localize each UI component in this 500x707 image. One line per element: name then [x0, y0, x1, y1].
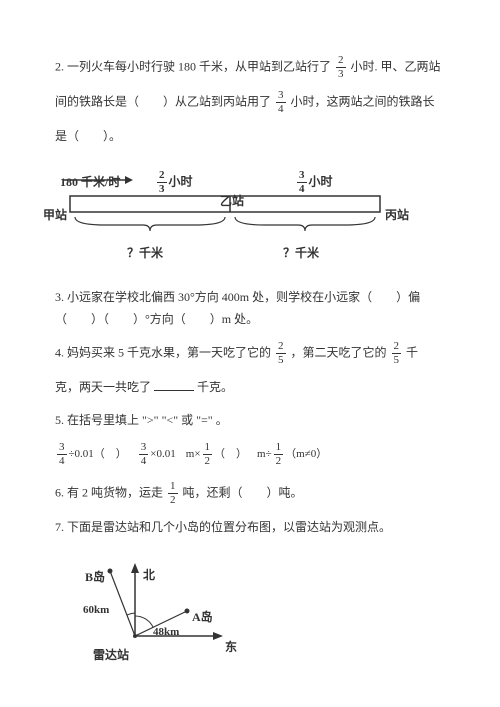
question-4-line2: 克，两天一共吃了 千克。 [55, 376, 445, 399]
q-right-label: ？千米 [283, 242, 319, 265]
question-6: 6. 有 2 吨货物，运走 1 2 吨，还剩（ ）吨。 [55, 481, 445, 506]
question-2-line2: 间的铁路长是（ ）从乙站到丙站用了 3 4 小时，这两站之间的铁路长 [55, 90, 445, 115]
radar-diagram: 北 东 B岛 A岛 60km 48km 雷达站 [55, 551, 445, 689]
dist-b-label: 60km [83, 600, 109, 621]
q4-text-5: 千克。 [197, 380, 233, 394]
compare-3: m×12（ ） [186, 442, 247, 467]
question-5-title: 5. 在括号里填上 ">" "<" 或 "=" 。 [55, 409, 445, 432]
question-3: 3. 小远家在学校北偏西 30°方向 400m 处，则学校在小远家（ ）偏 （ … [55, 286, 445, 332]
station-a-label: 甲站 [43, 204, 67, 227]
q4-text-3: 千 [406, 345, 418, 359]
station-b-label: 乙站 [220, 190, 244, 213]
q2-text-3: 间的铁路长是（ ）从乙站到丙站用了 [55, 94, 271, 108]
speed-label: 180 千米/时 [60, 171, 120, 194]
dist-a-label: 48km [153, 622, 179, 643]
q-left-label: ？千米 [127, 242, 163, 265]
time-left: 23小时 [155, 170, 193, 195]
fraction-2-3: 2 3 [336, 55, 346, 80]
q6-text-2: 吨，还剩（ ）吨。 [183, 485, 303, 499]
fraction-3-4: 3 4 [276, 90, 286, 115]
q4-text-1: 4. 妈妈买来 5 千克水果，第一天吃了它的 [55, 345, 271, 359]
q4-text-2: ，第二天吃了它的 [291, 345, 387, 359]
q2-text-1: 2. 一列火车每小时行驶 180 千米，从甲站到乙站行了 [55, 59, 331, 73]
fraction-1-2: 1 2 [168, 481, 178, 506]
q2-text-2: 小时. 甲、乙两站 [351, 59, 441, 73]
q6-text-1: 6. 有 2 吨货物，运走 [55, 485, 163, 499]
fraction-2-5-b: 2 5 [392, 341, 402, 366]
time-right: 34小时 [295, 170, 333, 195]
radar-label: 雷达站 [93, 644, 129, 667]
q4-text-4: 克，两天一共吃了 [55, 380, 151, 394]
compare-4: m÷12（m≠0） [257, 442, 327, 467]
north-label: 北 [143, 564, 155, 587]
q3-line1: 3. 小远家在学校北偏西 30°方向 400m 处，则学校在小远家（ ）偏 [55, 286, 445, 309]
fraction-2-5-a: 2 5 [276, 341, 286, 366]
question-2-line3: 是（ ）。 [55, 125, 445, 148]
compare-1: 34÷0.01（ ） [55, 442, 127, 467]
east-label: 东 [225, 636, 237, 659]
q3-line2: （ ）（ ）°方向（ ）m 处。 [55, 308, 445, 331]
compare-2: 34×0.01 [137, 442, 176, 467]
blank-underline [154, 382, 194, 392]
question-7: 7. 下面是雷达站和几个小岛的位置分布图，以雷达站为观测点。 [55, 516, 445, 539]
train-diagram: 180 千米/时 23小时 34小时 乙站 甲站 丙站 ？千米 ？千米 [55, 160, 445, 268]
question-4: 4. 妈妈买来 5 千克水果，第一天吃了它的 2 5 ，第二天吃了它的 2 5 … [55, 341, 445, 366]
q2-text-4: 小时，这两站之间的铁路长 [291, 94, 435, 108]
question-2: 2. 一列火车每小时行驶 180 千米，从甲站到乙站行了 2 3 小时. 甲、乙… [55, 55, 445, 80]
station-c-label: 丙站 [385, 204, 409, 227]
question-5-items: 34÷0.01（ ） 34×0.01 m×12（ ） m÷12（m≠0） [55, 442, 445, 467]
island-b-label: B岛 [85, 566, 105, 589]
island-a-label: A岛 [192, 606, 213, 629]
q2-text-5: 是（ ）。 [55, 129, 121, 143]
